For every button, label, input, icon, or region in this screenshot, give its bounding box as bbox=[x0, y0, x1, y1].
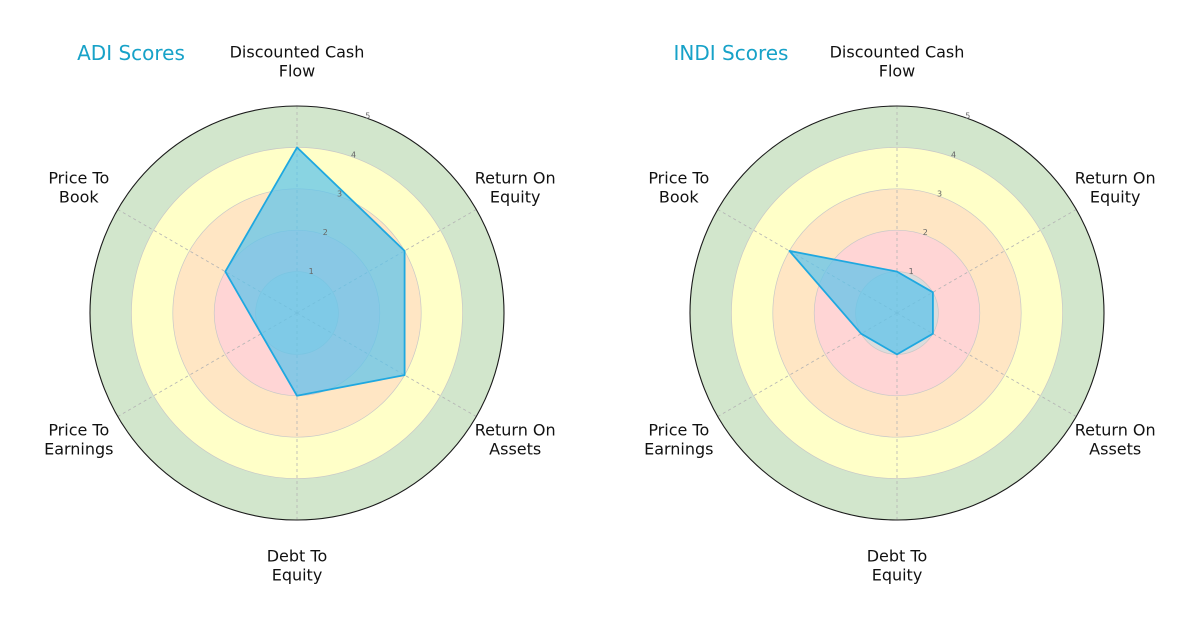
outer-boundary bbox=[689, 105, 1105, 521]
score-polygon bbox=[788, 249, 934, 356]
radial-tick-label: 5 bbox=[965, 112, 970, 121]
outer-boundary bbox=[89, 105, 505, 521]
score-polygon bbox=[224, 146, 406, 397]
radial-tick-label: 1 bbox=[909, 267, 914, 276]
radial-tick-label: 4 bbox=[951, 150, 956, 159]
axis-label: Price To Earnings bbox=[644, 421, 713, 459]
chart-title: INDI Scores bbox=[674, 41, 789, 65]
radial-tick-label: 1 bbox=[309, 267, 314, 276]
radial-tick-label: 2 bbox=[323, 228, 328, 237]
radial-tick-label: 3 bbox=[337, 189, 342, 198]
axis-label: Return On Equity bbox=[1075, 169, 1156, 207]
grid-ring bbox=[731, 147, 1063, 479]
chart-title: ADI Scores bbox=[77, 41, 185, 65]
axis-spoke bbox=[896, 209, 1077, 314]
radial-tick-label: 3 bbox=[937, 189, 942, 198]
adi-radar-chart: ADI Scores 1 2 3 4 5 Discounted Cash Flow Retur… bbox=[44, 41, 556, 585]
axis-label: Discounted Cash Flow bbox=[830, 43, 965, 81]
axis-spoke bbox=[896, 312, 1077, 417]
radial-tick-label: 5 bbox=[365, 112, 370, 121]
axis-label: Price To Book bbox=[648, 169, 709, 207]
grid-ring bbox=[772, 188, 1022, 438]
axis-label: Debt To Equity bbox=[867, 547, 928, 585]
axis-label: Debt To Equity bbox=[267, 547, 328, 585]
axis-label: Return On Equity bbox=[475, 169, 556, 207]
grid-ring bbox=[813, 229, 981, 397]
axis-spoke bbox=[117, 209, 298, 314]
axis-spoke bbox=[717, 312, 898, 417]
radial-tick-label: 2 bbox=[923, 228, 928, 237]
axis-label: Price To Earnings bbox=[44, 421, 113, 459]
axis-spoke bbox=[117, 312, 298, 417]
axis-label: Return On Assets bbox=[1075, 421, 1156, 459]
indi-radar-chart: INDI Scores 1 2 3 4 5 Discounted Cash Flow Retu… bbox=[644, 41, 1156, 585]
axis-label: Price To Book bbox=[48, 169, 109, 207]
radial-tick-label: 4 bbox=[351, 150, 356, 159]
axis-label: Discounted Cash Flow bbox=[230, 43, 365, 81]
axis-label: Return On Assets bbox=[475, 421, 556, 459]
